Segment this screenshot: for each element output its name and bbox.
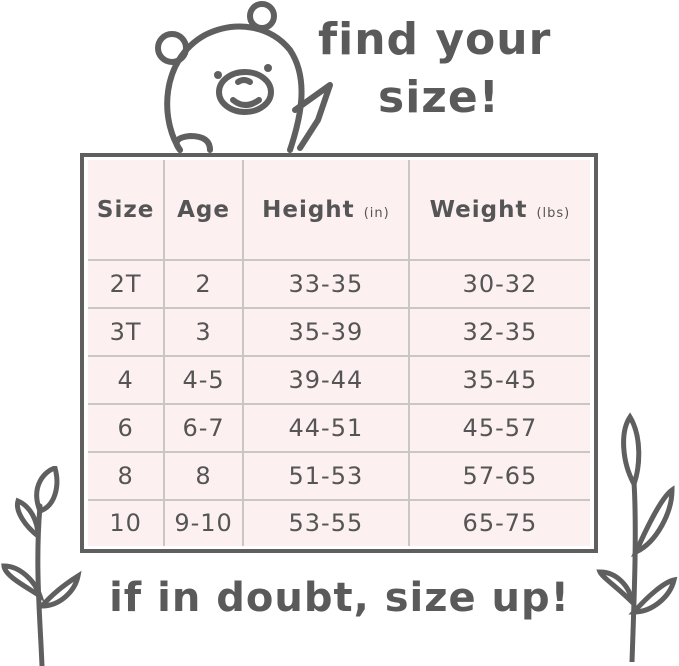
cell-size: 3T (88, 307, 166, 357)
header-size: Size (88, 160, 166, 262)
cell-size: 2T (88, 260, 166, 310)
header-label: Height (262, 196, 355, 223)
cell-weight: 35-45 (407, 354, 590, 405)
table-row: 6 6-7 44-51 45-57 (88, 402, 590, 453)
size-chart: Size Age Height (in) Weight (lbs) 2T 2 33-… (80, 153, 598, 553)
footer-tagline: if in doubt, size up! (109, 575, 570, 621)
header-age: Age (163, 160, 244, 262)
cell-size: 8 (88, 450, 166, 501)
cell-age: 3 (163, 307, 244, 357)
title-line-1: find your (318, 14, 552, 65)
cell-age: 8 (163, 450, 244, 501)
table-row: 4 4-5 39-44 35-45 (88, 354, 590, 405)
header-label: Size (96, 196, 155, 223)
size-table: Size Age Height (in) Weight (lbs) 2T 2 33-… (88, 160, 590, 546)
cell-height: 53-55 (241, 498, 410, 546)
cell-size: 6 (88, 402, 166, 453)
bear-illustration-icon (155, 1, 333, 153)
table-row: 8 8 51-53 57-65 (88, 450, 590, 501)
cell-weight: 30-32 (407, 260, 590, 310)
header-label: Age (177, 196, 230, 223)
header-label: Weight (429, 196, 528, 223)
cell-height: 33-35 (241, 260, 410, 310)
cell-weight: 57-65 (407, 450, 590, 501)
cell-height: 39-44 (241, 354, 410, 405)
leaf-sprig-right-icon (596, 412, 678, 662)
cell-height: 44-51 (241, 402, 410, 453)
header-weight: Weight (lbs) (407, 160, 590, 262)
cell-age: 4-5 (163, 354, 244, 405)
cell-age: 9-10 (163, 498, 244, 546)
header-unit: (in) (363, 205, 390, 221)
cell-age: 2 (163, 260, 244, 310)
cell-size: 4 (88, 354, 166, 405)
table-row: 10 9-10 53-55 65-75 (88, 498, 590, 546)
title-line-2: size! (378, 72, 500, 123)
cell-age: 6-7 (163, 402, 244, 453)
cell-size: 10 (88, 498, 166, 546)
cell-weight: 65-75 (407, 498, 590, 546)
cell-height: 51-53 (241, 450, 410, 501)
header-height: Height (in) (241, 160, 410, 262)
cell-height: 35-39 (241, 307, 410, 357)
cell-weight: 45-57 (407, 402, 590, 453)
leaf-sprig-left-icon (1, 466, 82, 666)
table-row: 2T 2 33-35 30-32 (88, 260, 590, 310)
cell-weight: 32-35 (407, 307, 590, 357)
header-row: Size Age Height (in) Weight (lbs) (88, 160, 590, 262)
table-row: 3T 3 35-39 32-35 (88, 307, 590, 357)
header-unit: (lbs) (536, 205, 571, 221)
